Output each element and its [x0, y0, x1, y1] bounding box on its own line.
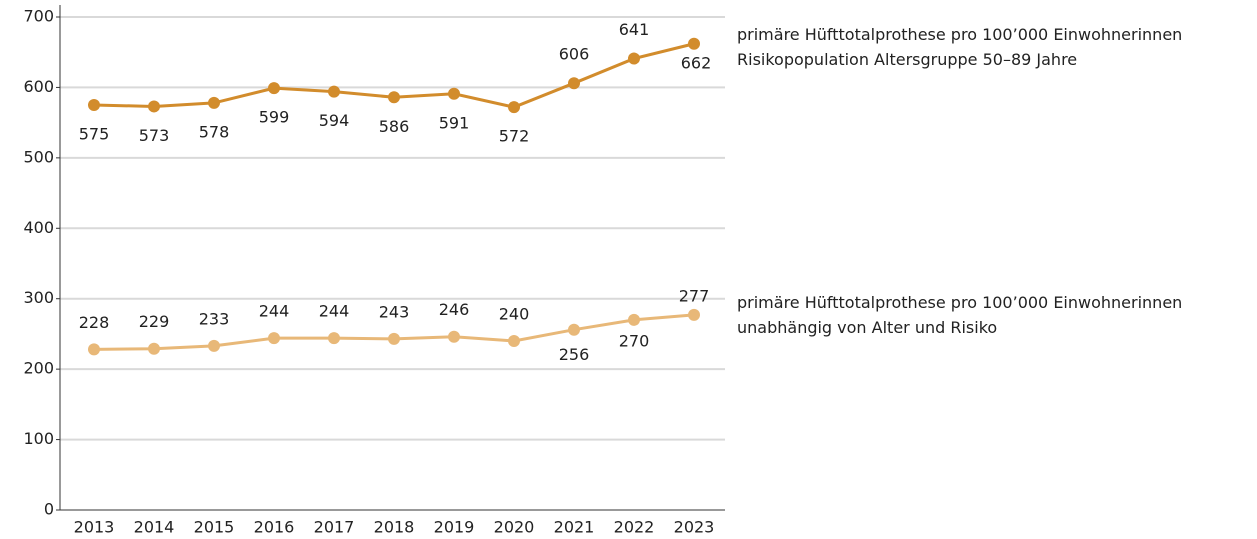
point [448, 87, 460, 100]
point [208, 339, 220, 352]
point [568, 323, 580, 336]
point [688, 37, 700, 50]
x-tick-label: 2016 [254, 518, 295, 537]
data-label: 641 [619, 20, 650, 39]
point [388, 91, 400, 104]
data-label: 578 [199, 122, 230, 141]
data-label: 270 [619, 331, 650, 350]
point [388, 332, 400, 345]
y-tick-label: 600 [23, 77, 54, 96]
data-label: 591 [439, 113, 470, 132]
x-tick-label: 2023 [674, 518, 715, 537]
point [508, 334, 520, 347]
x-tick-label: 2018 [374, 518, 415, 537]
y-tick-label: 0 [44, 500, 54, 519]
point [328, 332, 340, 345]
x-tick-label: 2019 [434, 518, 475, 537]
point [268, 82, 280, 95]
point [568, 77, 580, 90]
point [508, 101, 520, 114]
point [88, 99, 100, 112]
x-tick-label: 2014 [134, 518, 175, 537]
data-label: 240 [499, 304, 530, 323]
legend-entry: primäre Hüfttotalprothese pro 100’000 Ei… [737, 293, 1183, 337]
data-label: 243 [379, 302, 410, 321]
point [148, 100, 160, 113]
x-tick-label: 2017 [314, 518, 355, 537]
y-tick-label: 700 [23, 7, 54, 26]
data-label: 573 [139, 126, 170, 145]
point [628, 313, 640, 326]
y-tick-label: 400 [23, 218, 54, 237]
y-tick-label: 100 [23, 429, 54, 448]
data-label: 662 [681, 53, 712, 72]
x-tick-label: 2015 [194, 518, 235, 537]
x-tick-label: 2020 [494, 518, 535, 537]
y-tick-label: 300 [23, 288, 54, 307]
point [208, 96, 220, 109]
x-tick-label: 2013 [74, 518, 115, 537]
y-tick-label: 500 [23, 147, 54, 166]
data-label: 228 [79, 313, 110, 332]
point [328, 85, 340, 98]
point [88, 343, 100, 356]
x-tick-label: 2022 [614, 518, 655, 537]
point [268, 332, 280, 345]
data-label: 594 [319, 111, 350, 130]
x-tick-label: 2021 [554, 518, 595, 537]
data-label: 244 [259, 302, 290, 321]
data-label: 246 [439, 300, 470, 319]
data-label: 244 [319, 302, 350, 321]
data-label: 572 [499, 127, 530, 146]
data-label: 229 [139, 312, 170, 331]
point [688, 308, 700, 321]
data-label: 606 [559, 45, 590, 64]
data-label: 575 [79, 125, 110, 144]
data-label: 233 [199, 309, 230, 328]
point [628, 52, 640, 65]
legend-entry: primäre Hüfttotalprothese pro 100’000 Ei… [737, 25, 1183, 69]
data-label: 256 [559, 345, 590, 364]
data-label: 277 [679, 286, 710, 305]
data-label: 599 [259, 108, 290, 127]
point [448, 330, 460, 343]
point [148, 342, 160, 355]
y-tick-label: 200 [23, 359, 54, 378]
data-label: 586 [379, 117, 410, 136]
